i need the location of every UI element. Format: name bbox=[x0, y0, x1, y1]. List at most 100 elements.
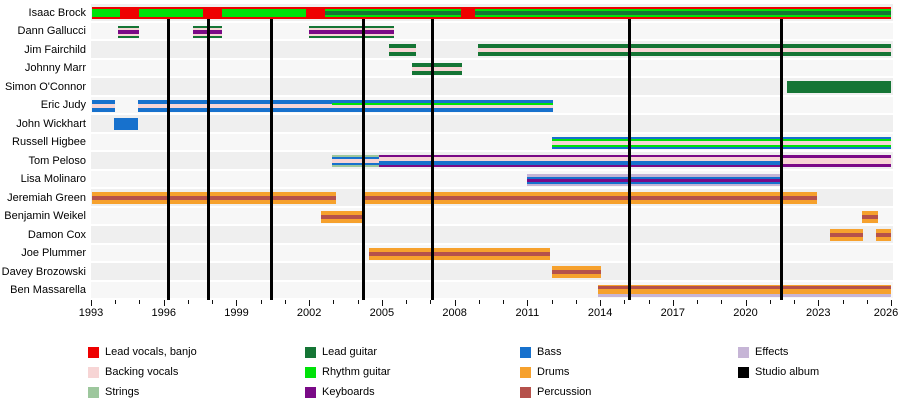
role-stripe-percussion bbox=[861, 214, 878, 219]
axis-minor-tick bbox=[721, 300, 723, 304]
axis-minor-tick bbox=[478, 300, 480, 304]
legend-swatch-lead_vocals_banjo bbox=[88, 347, 99, 358]
legend-swatch-studio_album bbox=[738, 367, 749, 378]
member-name-label: Joe Plummer bbox=[21, 247, 86, 259]
member-name-label: Jim Fairchild bbox=[24, 43, 86, 56]
legend-swatch-bass bbox=[520, 347, 531, 358]
legend-item-lead_guitar: Lead guitar bbox=[305, 346, 505, 360]
role-stripe-percussion bbox=[551, 270, 602, 274]
legend-item-backing_vocals: Backing vocals bbox=[88, 366, 288, 380]
axis-minor-tick bbox=[406, 300, 408, 304]
row-background bbox=[91, 78, 893, 95]
role-stripe-rhythm_guitar bbox=[92, 9, 121, 17]
role-stripe-percussion bbox=[368, 251, 551, 256]
role-stripe-backing_vocals bbox=[92, 103, 116, 108]
legend-label: Effects bbox=[755, 346, 789, 358]
legend-item-percussion: Percussion bbox=[520, 386, 720, 400]
legend-label: Lead vocals, banjo bbox=[105, 346, 197, 358]
row-background bbox=[91, 263, 893, 280]
legend-swatch-percussion bbox=[520, 387, 531, 398]
timeline-bar bbox=[221, 7, 306, 19]
legend-label: Strings bbox=[105, 386, 140, 398]
axis-minor-tick bbox=[284, 300, 286, 304]
member-name-label: Johnny Marr bbox=[24, 62, 86, 74]
role-stripe-backing_vocals bbox=[138, 103, 333, 108]
timeline-bar bbox=[92, 99, 116, 112]
legend-item-drums: Drums bbox=[520, 366, 720, 380]
row-background bbox=[91, 22, 893, 39]
studio-album-line bbox=[627, 19, 631, 300]
timeline-bar bbox=[114, 118, 139, 130]
legend-label: Backing vocals bbox=[105, 366, 179, 378]
axis-year-label: 2026 bbox=[873, 307, 899, 319]
role-stripe-lead_guitar bbox=[324, 11, 461, 15]
role-stripe-backing_vocals bbox=[412, 66, 462, 71]
timeline-bar bbox=[527, 173, 782, 186]
axis-minor-tick bbox=[357, 300, 359, 304]
role-stripe-bass bbox=[379, 161, 782, 165]
axis-minor-tick bbox=[575, 300, 577, 304]
studio-album-line bbox=[362, 19, 366, 300]
role-stripe-keyboards bbox=[309, 29, 395, 34]
timeline-bar bbox=[138, 99, 333, 112]
axis-major-tick bbox=[672, 300, 674, 306]
studio-album-line bbox=[167, 19, 171, 300]
member-name-label: Dann Gallucci bbox=[17, 25, 86, 37]
timeline-bar bbox=[92, 7, 121, 19]
role-stripe-rhythm_guitar bbox=[551, 138, 891, 141]
timeline-bar bbox=[332, 99, 553, 112]
row-background bbox=[91, 226, 893, 243]
role-stripe-backing_vocals bbox=[332, 159, 380, 163]
axis-year-label: 2011 bbox=[515, 307, 540, 319]
legend-label: Percussion bbox=[537, 386, 592, 398]
legend-swatch-strings bbox=[88, 387, 99, 398]
legend-item-studio_album: Studio album bbox=[738, 366, 900, 380]
role-stripe-percussion bbox=[321, 214, 364, 219]
axis-minor-tick bbox=[212, 300, 214, 304]
axis-major-tick bbox=[454, 300, 456, 306]
role-stripe-rhythm_guitar bbox=[332, 102, 553, 105]
axis-major-tick bbox=[527, 300, 529, 306]
role-stripe-rhythm_guitar bbox=[551, 144, 891, 147]
legend-swatch-keyboards bbox=[305, 387, 316, 398]
role-stripe-keyboards bbox=[527, 178, 782, 182]
member-name-label: Damon Cox bbox=[27, 228, 86, 241]
member-name-label: Davey Brozowski bbox=[1, 265, 86, 278]
axis-minor-tick bbox=[333, 300, 335, 304]
member-name-label: Tom Peloso bbox=[28, 154, 86, 167]
axis-minor-tick bbox=[648, 300, 650, 304]
axis-year-label: 2005 bbox=[369, 307, 395, 319]
role-stripe-percussion bbox=[92, 196, 336, 200]
axis-major-tick bbox=[163, 300, 165, 306]
axis-minor-tick bbox=[503, 300, 505, 304]
timeline-bar bbox=[324, 7, 461, 19]
axis-major-tick bbox=[236, 300, 238, 306]
timeline-bar bbox=[202, 7, 222, 19]
legend-label: Drums bbox=[537, 366, 570, 378]
legend-label: Studio album bbox=[755, 366, 820, 378]
timeline-bar bbox=[412, 62, 462, 75]
timeline-bar bbox=[379, 155, 782, 167]
timeline-bar bbox=[309, 25, 395, 38]
row-background bbox=[91, 59, 893, 76]
timeline-bar bbox=[786, 81, 891, 93]
legend-item-lead_vocals_banjo: Lead vocals, banjo bbox=[88, 346, 288, 360]
axis-year-label: 2002 bbox=[296, 307, 322, 319]
member-name-label: John Wickhart bbox=[16, 117, 86, 130]
role-stripe-keyboards bbox=[117, 29, 140, 34]
axis-minor-tick bbox=[842, 300, 844, 304]
role-stripe-backing_vocals bbox=[551, 140, 891, 145]
legend-item-keyboards: Keyboards bbox=[305, 386, 505, 400]
axis-year-label: 1996 bbox=[151, 307, 176, 319]
legend-item-strings: Strings bbox=[88, 386, 288, 400]
timeline-bar bbox=[551, 266, 602, 278]
timeline-bar bbox=[830, 229, 864, 241]
axis-year-label: 2014 bbox=[587, 307, 613, 319]
timeline-bar bbox=[139, 7, 203, 19]
role-stripe-lead_guitar bbox=[475, 11, 891, 15]
timeline-bar bbox=[305, 7, 325, 19]
row-background bbox=[91, 207, 893, 224]
member-name-label: Lisa Molinaro bbox=[20, 173, 86, 185]
member-name-label: Simon O'Connor bbox=[5, 80, 86, 93]
